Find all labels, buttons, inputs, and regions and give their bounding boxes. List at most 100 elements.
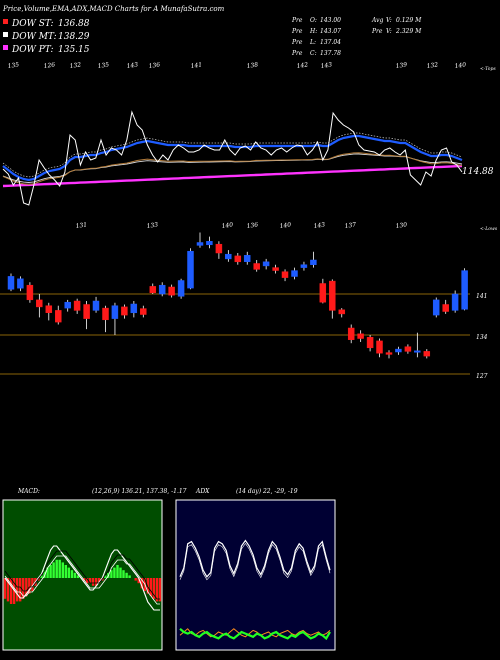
top-label: 143 bbox=[126, 61, 138, 70]
candle-body bbox=[357, 333, 364, 339]
macd-label: MACD: bbox=[17, 488, 40, 495]
macd-bar bbox=[134, 578, 137, 581]
top-label: 136 bbox=[148, 61, 160, 70]
macd-panel: MACD: (12,26,9) 136.21, 137.38, -1.17 bbox=[2, 488, 187, 651]
candle-body bbox=[347, 327, 355, 340]
dow-pt-value: 135.15 bbox=[58, 45, 90, 55]
candle-body bbox=[281, 271, 289, 278]
dow-mt-label: DOW MT: bbox=[11, 32, 57, 42]
macd-bar bbox=[31, 578, 34, 591]
macd-lines bbox=[4, 545, 160, 611]
macd-bar bbox=[155, 578, 159, 602]
candle-body bbox=[234, 255, 242, 263]
dow-legend: DOW ST: 136.88 DOW MT: 138.29 DOW PT: 13… bbox=[3, 19, 90, 55]
candle-body bbox=[177, 280, 185, 297]
macd-bar bbox=[137, 578, 140, 584]
candle-body bbox=[291, 270, 298, 277]
low-label: 136 bbox=[246, 221, 258, 230]
macd-bar bbox=[3, 578, 7, 599]
candle-body bbox=[196, 242, 204, 246]
adx-lines bbox=[179, 539, 331, 641]
candle-body bbox=[64, 301, 71, 309]
candle-body bbox=[310, 259, 317, 265]
macd-bar bbox=[122, 570, 125, 578]
empty-panel-background bbox=[349, 500, 499, 650]
dow-st-label: DOW ST: bbox=[11, 19, 54, 29]
candle-body bbox=[215, 243, 223, 254]
macd-bar bbox=[58, 559, 61, 578]
macd-bar bbox=[91, 578, 95, 586]
low-label: 131 bbox=[75, 221, 87, 230]
candle-body bbox=[262, 261, 270, 267]
top-labels: 135 126 132 135 143 136 141 138 142 143 139 132 140 bbox=[7, 61, 466, 70]
candle-body bbox=[404, 346, 412, 352]
chart-title: Price,Volume,EMA,ADX,MACD Charts for A M… bbox=[2, 5, 225, 13]
low-label: 143 bbox=[313, 221, 325, 230]
macd-dark-line bbox=[4, 550, 160, 600]
candle-body bbox=[102, 307, 109, 321]
level-label-134: 134 bbox=[476, 334, 488, 341]
macd-bar bbox=[28, 578, 31, 594]
candle-body bbox=[111, 305, 119, 319]
candle-body bbox=[442, 304, 449, 312]
ema-dotted-line bbox=[2, 132, 463, 178]
top-label: 138 bbox=[246, 61, 258, 70]
ema-mid-line bbox=[2, 152, 463, 185]
top-label: 140 bbox=[454, 61, 466, 70]
candle-body bbox=[451, 293, 459, 311]
low-label: 140 bbox=[221, 221, 233, 230]
macd-bar bbox=[49, 565, 52, 578]
macd-bar bbox=[152, 578, 156, 599]
pre-open-key: O: bbox=[310, 17, 317, 24]
macd-bar bbox=[76, 575, 80, 578]
macd-bar bbox=[125, 572, 128, 578]
macd-bar bbox=[95, 578, 98, 586]
avg-volume-label: Avg bbox=[371, 17, 383, 24]
low-label: 130 bbox=[395, 221, 407, 230]
candle-body bbox=[121, 306, 128, 316]
macd-bar bbox=[146, 578, 150, 594]
macd-signal-line bbox=[4, 555, 160, 605]
top-label: 132 bbox=[426, 61, 438, 70]
candle-body bbox=[73, 300, 81, 311]
candle-body bbox=[395, 348, 402, 353]
ema-lines bbox=[2, 110, 463, 206]
top-label: 141 bbox=[190, 61, 202, 70]
candle-body bbox=[329, 280, 336, 311]
candle-body bbox=[92, 300, 100, 311]
level-label-127: 127 bbox=[476, 373, 488, 380]
candle-body bbox=[55, 310, 62, 323]
price-panel: 141 134 127 bbox=[0, 232, 488, 380]
candle-body bbox=[140, 308, 147, 315]
macd-bar bbox=[6, 578, 10, 602]
low-labels: 131 133 140 136 140 143 137 130 bbox=[75, 221, 407, 230]
prev-ohlc: Pre O: 143.00 Pre H: 143.07 Pre L: 137.0… bbox=[291, 17, 422, 57]
candle-body bbox=[300, 264, 308, 268]
ema-fast-line bbox=[2, 134, 463, 182]
macd-bar bbox=[140, 578, 143, 589]
pre-low-value: 137.04 bbox=[320, 39, 341, 46]
top-label: 135 bbox=[7, 61, 19, 70]
candle-body bbox=[253, 263, 260, 270]
dow-st-swatch bbox=[3, 19, 8, 24]
candle-body bbox=[461, 270, 468, 310]
adx-line bbox=[179, 539, 331, 578]
macd-bar bbox=[73, 572, 77, 578]
candle-body bbox=[17, 278, 24, 289]
candle-body bbox=[130, 303, 138, 314]
adx-params: (14 day) 22, -29, -19 bbox=[236, 488, 298, 495]
adx-panel: ADX (14 day) 22, -29, -19 bbox=[175, 488, 336, 651]
low-label: 133 bbox=[146, 221, 158, 230]
pre-open-value: 143.00 bbox=[320, 17, 341, 24]
avg-volume-key: V: bbox=[386, 17, 392, 24]
adx-label: ADX bbox=[195, 488, 210, 495]
top-label: 126 bbox=[43, 61, 55, 70]
pre-volume-key: V: bbox=[386, 28, 392, 35]
tops-tag: <-Tops bbox=[480, 66, 496, 72]
candle-body bbox=[385, 352, 393, 355]
candle-body bbox=[36, 299, 43, 308]
ema-panel: 135 126 132 135 143 136 141 138 142 143 139 132 140 … bbox=[2, 61, 498, 232]
top-label: 139 bbox=[395, 61, 407, 70]
macd-histogram bbox=[3, 559, 162, 604]
candle-body bbox=[83, 304, 90, 319]
